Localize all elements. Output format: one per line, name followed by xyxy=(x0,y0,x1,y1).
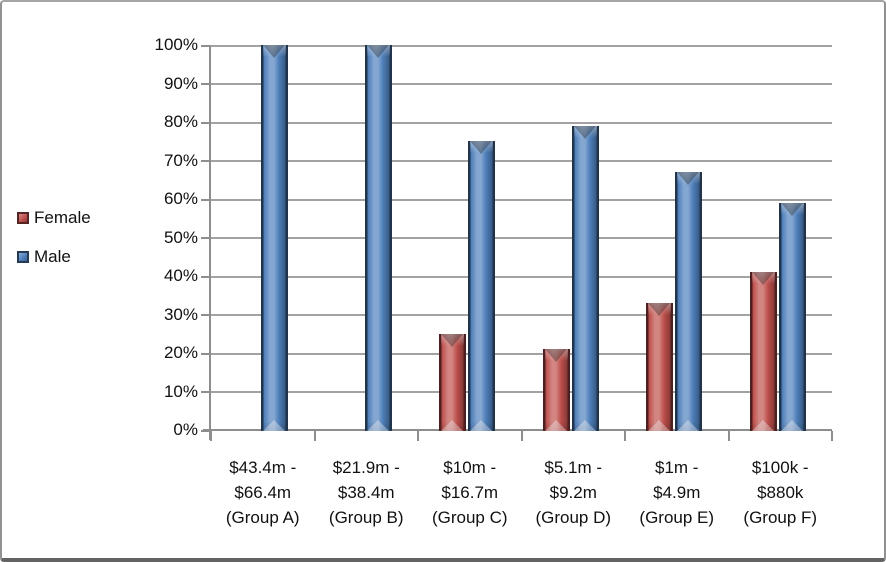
bar-bottom-bevel xyxy=(573,419,597,431)
legend: Female Male xyxy=(17,208,91,286)
x-axis-label-group-3: $5.1m - $9.2m (Group D) xyxy=(535,458,612,527)
y-axis-label-60%: 60% xyxy=(163,189,198,208)
bar-female-group-3 xyxy=(542,349,570,431)
bar-male-group-5 xyxy=(778,202,806,431)
y-tick-50% xyxy=(201,237,210,239)
y-axis-label-0%: 0% xyxy=(173,420,198,439)
male-swatch-icon xyxy=(17,251,29,263)
bar-top-bevel xyxy=(780,202,804,216)
bar-bottom-bevel xyxy=(648,419,671,431)
x-tick-2 xyxy=(417,431,419,441)
bar-bottom-bevel xyxy=(366,420,390,431)
bar-male-group-3 xyxy=(571,125,599,431)
bar-bottom-bevel xyxy=(544,419,568,431)
gridline-100% xyxy=(211,44,832,47)
y-tick-20% xyxy=(201,352,210,355)
bar-female-group-2 xyxy=(439,333,466,431)
y-tick-10% xyxy=(201,391,210,393)
y-axis-label-70%: 70% xyxy=(163,150,198,170)
bar-top-bevel xyxy=(544,349,568,363)
legend-label-female: Female xyxy=(34,208,91,227)
y-axis-label-40%: 40% xyxy=(163,266,198,285)
y-tick-100% xyxy=(201,44,210,47)
bar-top-bevel xyxy=(263,45,286,58)
x-axis-label-group-2: $10m - $16.7m (Group C) xyxy=(431,458,508,527)
bar-bottom-bevel xyxy=(677,419,700,431)
bar-male-group-2 xyxy=(468,141,495,431)
x-axis-label-group-5: $100k - $880k (Group F) xyxy=(743,458,818,527)
y-axis-label-80%: 80% xyxy=(163,112,198,131)
y-axis-label-10%: 10% xyxy=(163,381,198,401)
y-tick-90% xyxy=(201,83,210,85)
bar-top-bevel xyxy=(441,333,464,347)
y-axis-label-90%: 90% xyxy=(163,73,198,93)
bar-bottom-bevel xyxy=(441,420,464,431)
y-tick-70% xyxy=(201,160,210,162)
bar-top-bevel xyxy=(677,172,700,186)
bar-top-bevel xyxy=(470,141,493,155)
gridline-80% xyxy=(211,121,832,124)
legend-label-male: Male xyxy=(34,247,71,266)
bar-bottom-bevel xyxy=(470,420,493,431)
x-axis-label-group-1: $21.9m - $38.4m (Group B) xyxy=(328,458,404,527)
bar-top-bevel xyxy=(573,125,597,139)
y-axis-label-100%: 100% xyxy=(154,35,198,54)
gridline-90% xyxy=(211,83,832,85)
x-tick-3 xyxy=(520,431,523,441)
bar-female-group-5 xyxy=(749,272,777,431)
gridline-50% xyxy=(211,237,832,239)
y-axis-label-20%: 20% xyxy=(163,343,198,362)
gridline-40% xyxy=(211,275,832,278)
bar-top-bevel xyxy=(366,45,390,58)
x-tick-6 xyxy=(831,431,833,441)
x-axis-label-group-0: $43.4m - $66.4m (Group A) xyxy=(225,458,300,527)
x-axis-label-group-4: $1m - $4.9m (Group E) xyxy=(639,458,715,527)
x-tick-0 xyxy=(210,431,212,441)
y-axis-label-50%: 50% xyxy=(163,227,198,247)
bar-top-bevel xyxy=(751,272,775,286)
y-tick-60% xyxy=(201,198,210,201)
gridline-30% xyxy=(211,314,832,316)
x-tick-4 xyxy=(624,431,626,441)
gridline-20% xyxy=(211,352,832,355)
x-tick-1 xyxy=(313,431,316,441)
bar-male-group-0 xyxy=(261,45,288,431)
bar-female-group-4 xyxy=(646,302,673,431)
y-tick-40% xyxy=(201,275,210,278)
bar-bottom-bevel xyxy=(263,420,286,431)
legend-item-female: Female xyxy=(17,208,91,228)
legend-item-male: Male xyxy=(17,247,91,267)
gridline-10% xyxy=(211,391,832,393)
female-swatch-icon xyxy=(17,212,29,224)
gridline-70% xyxy=(211,160,832,162)
y-axis-line xyxy=(209,45,211,440)
bar-male-group-1 xyxy=(364,45,392,431)
bar-top-bevel xyxy=(648,302,671,316)
y-tick-0% xyxy=(201,429,210,432)
x-tick-5 xyxy=(727,431,730,441)
bar-bottom-bevel xyxy=(751,419,775,431)
x-axis-line xyxy=(203,429,832,431)
bar-bottom-bevel xyxy=(780,419,804,431)
gridline-60% xyxy=(211,198,832,201)
bar-male-group-4 xyxy=(675,172,702,431)
y-axis-label-30%: 30% xyxy=(163,304,198,324)
y-tick-80% xyxy=(201,121,210,124)
y-tick-30% xyxy=(201,314,210,316)
